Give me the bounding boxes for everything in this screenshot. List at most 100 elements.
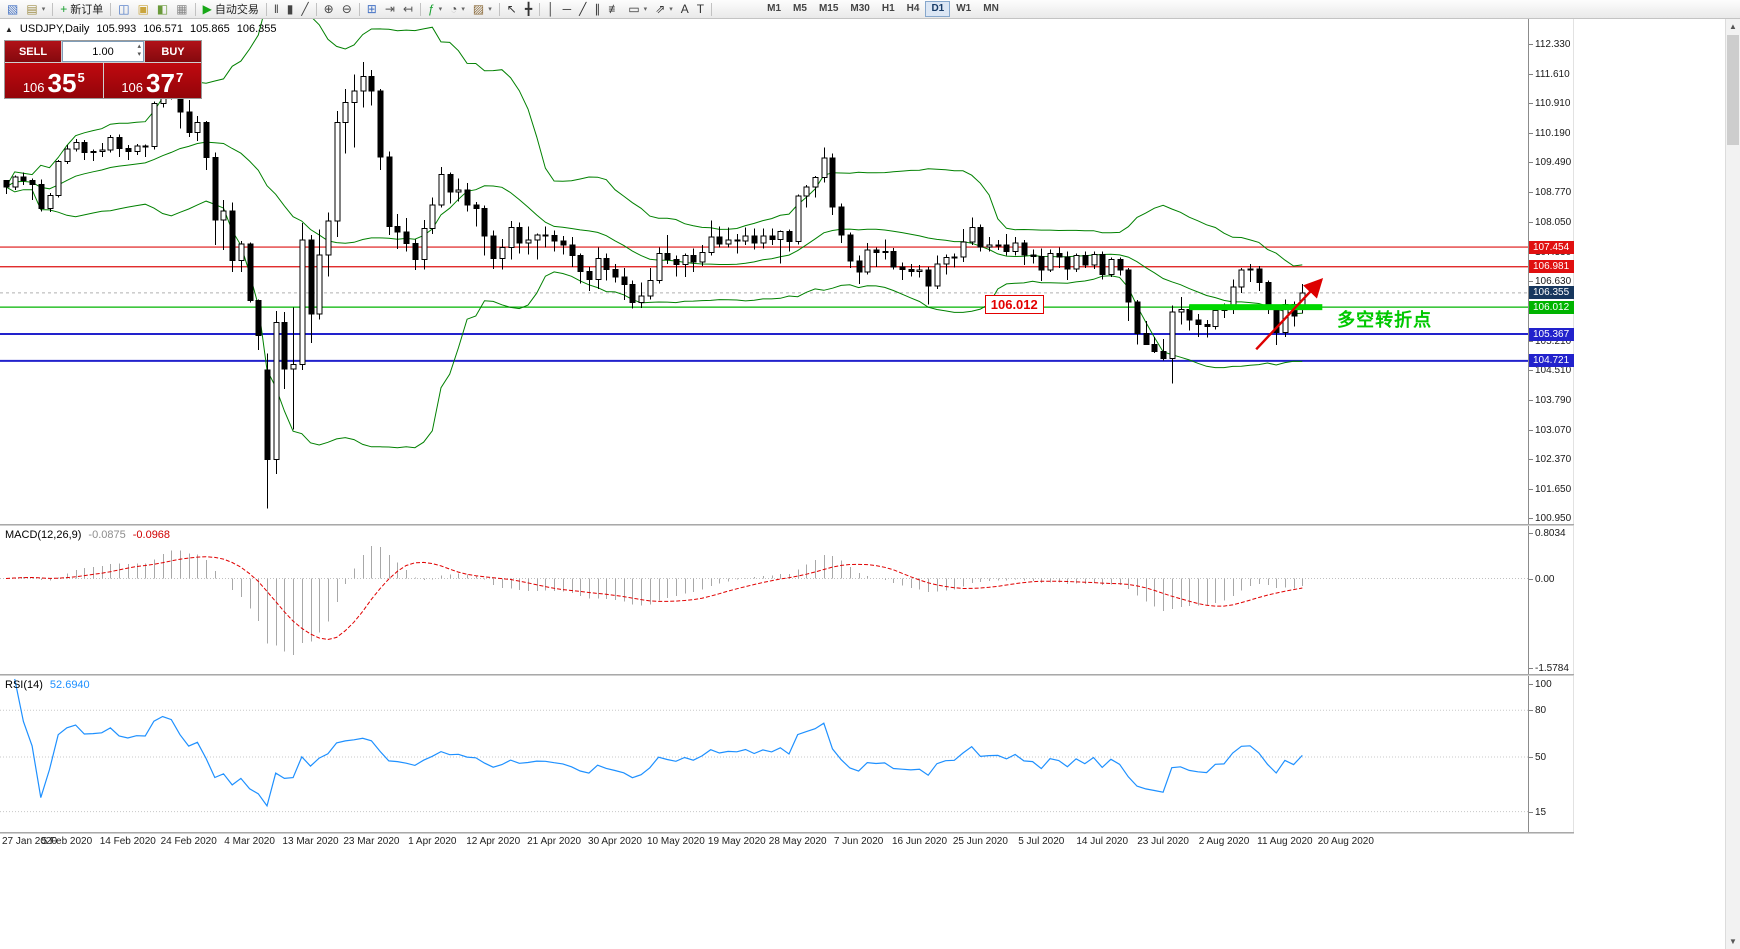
- shapes-button[interactable]: ▭ ▾: [624, 1, 651, 18]
- turning-point-annotation[interactable]: 多空转折点: [1337, 310, 1433, 331]
- timeframe-h1-button[interactable]: H1: [881, 3, 895, 14]
- profiles-caret-icon[interactable]: ▾: [41, 6, 46, 13]
- price-tick-label: 105.210: [1535, 335, 1572, 347]
- crosshair-button[interactable]: ╋: [521, 1, 536, 18]
- macd-panel[interactable]: [0, 526, 1528, 674]
- scroll-up-icon[interactable]: ▲: [1729, 22, 1737, 31]
- date-label: 2 Aug 2020: [1198, 836, 1250, 847]
- cursor-button[interactable]: ↖: [503, 1, 521, 18]
- timeframe-mn-button[interactable]: MN: [983, 3, 999, 14]
- toolbar-separator: [498, 2, 500, 16]
- buy-price-display[interactable]: 106 37 7: [103, 63, 201, 98]
- spinner-down-icon[interactable]: ▾: [137, 51, 141, 58]
- periods-caret-icon[interactable]: ▾: [461, 6, 465, 13]
- buy-price-base: 106: [121, 80, 144, 95]
- timeframe-d1-button[interactable]: D1: [925, 1, 951, 17]
- price-tag: 106.012: [1529, 300, 1574, 314]
- turning-point-bar[interactable]: [1189, 304, 1323, 311]
- horizontal-line-button[interactable]: ─: [559, 1, 576, 18]
- panel-separator[interactable]: [0, 524, 1574, 526]
- timeframe-w1-button[interactable]: W1: [956, 3, 972, 14]
- timeframe-m30-button[interactable]: M30: [850, 3, 870, 14]
- indicators-caret-icon[interactable]: ▾: [438, 6, 443, 13]
- periods-button[interactable]: ◔ ▾: [446, 1, 469, 18]
- bars-chart-type-button[interactable]: ‖: [270, 1, 283, 18]
- fibonacci-button[interactable]: ≢: [604, 1, 624, 18]
- volume-spinner[interactable]: ▴ ▾: [137, 43, 141, 59]
- tile-windows-button[interactable]: ⊞: [363, 1, 381, 18]
- main-chart[interactable]: [0, 19, 1528, 524]
- scrollbar-thumb[interactable]: [1727, 35, 1739, 145]
- bollinger-lower-band: [5, 186, 1303, 449]
- date-label: 23 Jul 2020: [1137, 836, 1189, 847]
- text-label-button[interactable]: T: [693, 1, 708, 18]
- trendline-button[interactable]: ╱: [575, 1, 590, 18]
- candlestick-chart-type-button[interactable]: ▮: [283, 1, 298, 18]
- price-axis[interactable]: 112.330 111.610 110.910 110.190 109.490 108.7…: [1528, 19, 1574, 834]
- bollinger-upper-band: [5, 19, 1303, 267]
- timeframe-h4-button[interactable]: H4: [906, 3, 920, 14]
- close-value: 106.355: [236, 23, 277, 35]
- price-tick-label: 110.190: [1535, 128, 1571, 140]
- autotrading-button[interactable]: ▶ 自动交易: [199, 1, 263, 18]
- text-button[interactable]: A: [677, 1, 693, 18]
- price-tick-label: 100.950: [1535, 512, 1572, 524]
- templates-button[interactable]: ▨ ▾: [469, 1, 496, 18]
- tile-windows-icon: ⊞: [366, 1, 377, 16]
- equidistant-channel-button[interactable]: ∥: [590, 1, 604, 18]
- rsi-panel[interactable]: [0, 676, 1528, 832]
- market-watch-button[interactable]: ◫: [114, 1, 133, 18]
- axis-tick: [1529, 192, 1533, 194]
- panel-separator[interactable]: [0, 832, 1574, 834]
- new-order-label: 新订单: [70, 4, 104, 16]
- chart-shift-button[interactable]: ↤: [399, 1, 417, 18]
- collapse-panel-icon[interactable]: ▲: [5, 24, 13, 34]
- date-label: 12 Apr 2020: [466, 836, 521, 847]
- toolbar-separator: [110, 2, 112, 16]
- sell-button[interactable]: SELL: [5, 41, 61, 62]
- indicators-button[interactable]: ƒ ▾: [424, 1, 446, 18]
- navigator-button[interactable]: ◧: [153, 1, 172, 18]
- up-trend-arrow[interactable]: [1255, 277, 1324, 351]
- shapes-icon: ▭: [628, 1, 640, 16]
- new-chart-button[interactable]: ▧: [3, 1, 22, 18]
- line-chart-type-button[interactable]: ╱: [297, 1, 312, 18]
- price-level-annotation[interactable]: 106.012: [984, 295, 1044, 315]
- symbol-period-label: USDJPY,Daily: [19, 23, 90, 35]
- volume-input[interactable]: 1.00 ▴ ▾: [62, 41, 144, 62]
- shapes-caret-icon[interactable]: ▾: [643, 6, 648, 13]
- auto-scroll-button[interactable]: ⇥: [381, 1, 399, 18]
- chart-symbol-header: ▲ USDJPY,Daily 105.993 106.571 105.865 1…: [5, 23, 276, 35]
- zoom-in-button[interactable]: ⊕: [320, 1, 338, 18]
- time-axis[interactable]: 27 Jan 2020 5 Feb 2020 14 Feb 2020 24 Feb 2…: [0, 836, 1528, 850]
- data-window-button[interactable]: ▣: [134, 1, 153, 18]
- templates-caret-icon[interactable]: ▾: [488, 6, 492, 13]
- profiles-button[interactable]: ▤ ▾: [22, 1, 49, 18]
- panel-separator[interactable]: [0, 674, 1574, 676]
- price-tag: 106.981: [1529, 260, 1574, 274]
- date-label: 21 Apr 2020: [527, 836, 582, 847]
- terminal-button[interactable]: ▦: [172, 1, 191, 18]
- vertical-line-button[interactable]: │: [543, 1, 559, 18]
- new-chart-icon: ▧: [7, 1, 19, 16]
- date-label: 24 Feb 2020: [160, 836, 217, 847]
- timeframe-m15-button[interactable]: M15: [818, 3, 839, 14]
- price-tick-label: 108.050: [1535, 217, 1572, 229]
- arrows-caret-icon[interactable]: ▾: [669, 6, 673, 13]
- timeframe-m5-button[interactable]: M5: [793, 3, 807, 14]
- new-order-button[interactable]: + 新订单: [56, 1, 107, 18]
- price-tick-label: 109.490: [1535, 157, 1572, 169]
- timeframe-m1-button[interactable]: M1: [767, 3, 782, 14]
- spinner-up-icon[interactable]: ▴: [137, 43, 141, 50]
- date-label: 14 Feb 2020: [99, 836, 156, 847]
- low-value: 105.865: [189, 23, 230, 35]
- macd-name: MACD(12,26,9): [5, 529, 82, 541]
- date-label: 5 Feb 2020: [41, 836, 93, 847]
- buy-button[interactable]: BUY: [145, 41, 201, 62]
- vertical-scrollbar[interactable]: ▲ ▼: [1725, 19, 1740, 949]
- sell-price-display[interactable]: 106 35 5: [5, 63, 103, 98]
- scroll-down-icon[interactable]: ▼: [1729, 937, 1737, 946]
- arrows-button[interactable]: ⇗ ▾: [651, 1, 677, 18]
- zoom-out-button[interactable]: ⊖: [338, 1, 356, 18]
